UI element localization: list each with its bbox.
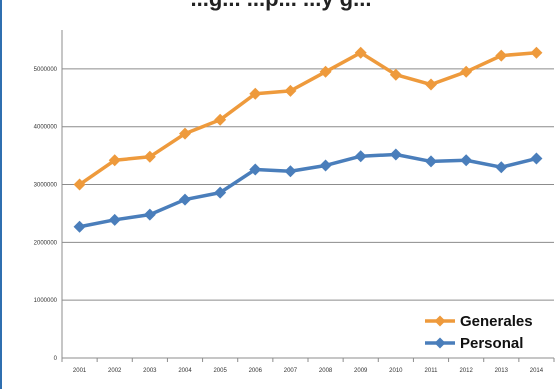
data-point-personal: [354, 150, 367, 163]
data-point-personal: [214, 186, 227, 199]
data-point-generales: [319, 65, 332, 78]
series-line-personal: [79, 152, 537, 229]
data-point-personal: [425, 155, 437, 168]
data-point-generales: [530, 46, 543, 59]
data-point-personal: [460, 154, 473, 167]
data-point-personal: [389, 148, 402, 161]
data-point-generales: [284, 84, 297, 97]
x-tick-label: 2007: [284, 368, 298, 374]
data-point-personal: [179, 193, 191, 206]
data-point-generales: [460, 65, 473, 78]
data-point-personal: [284, 165, 297, 178]
data-point-personal: [249, 163, 262, 176]
data-point-generales: [73, 178, 86, 191]
data-point-generales: [425, 78, 437, 91]
data-point-personal: [319, 159, 332, 172]
y-tick-label: 5000000: [34, 67, 58, 73]
x-tick-label: 2012: [459, 368, 473, 374]
data-point-generales: [495, 49, 508, 62]
data-point-generales: [179, 127, 191, 140]
data-point-personal: [143, 208, 156, 221]
data-point-personal: [73, 220, 86, 233]
x-tick-label: 2014: [530, 368, 544, 374]
y-tick-label: 2000000: [34, 240, 58, 246]
x-tick-label: 2003: [143, 368, 157, 374]
data-point-generales: [214, 113, 227, 126]
legend-marker-personal: [434, 337, 446, 349]
x-tick-label: 2008: [319, 368, 333, 374]
data-point-generales: [389, 68, 402, 81]
y-tick-label: 0: [54, 356, 58, 362]
data-point-personal: [530, 152, 543, 165]
data-point-generales: [354, 46, 367, 59]
legend-marker-generales: [434, 315, 446, 327]
data-point-generales: [108, 154, 121, 167]
chart-title: ...g... ...p... ...y g...: [2, 0, 558, 12]
data-point-generales: [249, 87, 262, 100]
data-point-generales: [143, 150, 156, 163]
x-tick-label: 2004: [178, 368, 192, 374]
x-tick-label: 2013: [495, 368, 509, 374]
x-tick-label: 2011: [425, 368, 439, 374]
legend-label-personal: Personal: [460, 335, 523, 352]
y-tick-label: 3000000: [34, 183, 58, 189]
x-tick-label: 2005: [213, 368, 227, 374]
data-point-personal: [495, 161, 508, 174]
x-tick-label: 2001: [73, 368, 87, 374]
series-line-generales: [78, 50, 537, 186]
x-tick-label: 2002: [108, 368, 122, 374]
x-tick-label: 2010: [389, 368, 403, 374]
y-tick-label: 1000000: [34, 298, 58, 304]
y-tick-label: 4000000: [34, 125, 58, 131]
legend-label-generales: Generales: [460, 313, 533, 330]
x-tick-label: 2009: [354, 368, 368, 374]
data-point-personal: [108, 213, 121, 226]
x-tick-label: 2006: [249, 368, 263, 374]
